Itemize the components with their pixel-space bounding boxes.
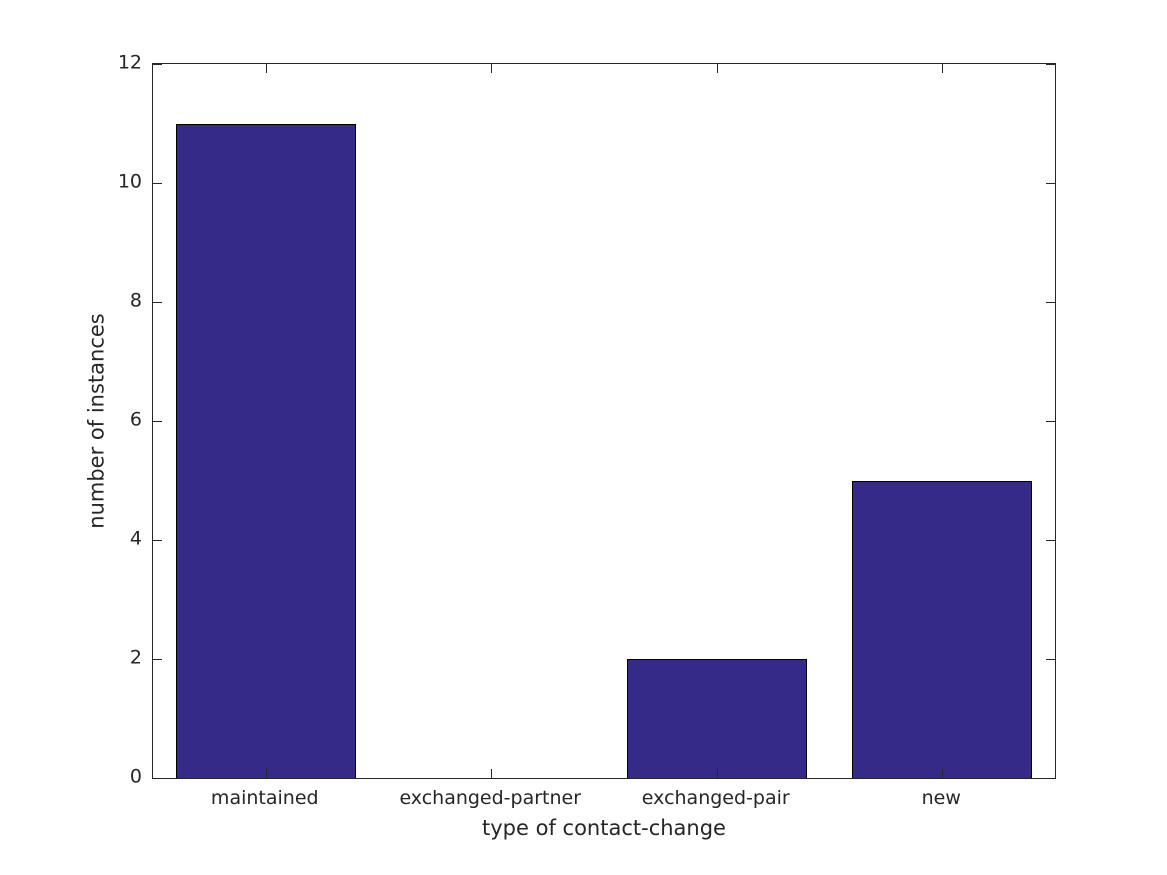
y-tick: [153, 64, 162, 65]
x-tick: [266, 64, 267, 73]
y-tick: [153, 421, 162, 422]
y-tick: [153, 659, 162, 660]
y-axis-label: number of instances: [84, 313, 109, 529]
y-tick: [153, 183, 162, 184]
y-tick-label: 8: [129, 289, 142, 312]
y-tick: [1046, 421, 1055, 422]
y-tick: [153, 302, 162, 303]
x-tick-label-maintained: maintained: [210, 787, 319, 809]
x-tick-label-new: new: [921, 787, 961, 809]
x-tick: [491, 64, 492, 73]
x-tick: [942, 769, 943, 778]
x-tick-label-exchanged-pair: exchanged-pair: [641, 787, 790, 809]
y-tick: [1046, 659, 1055, 660]
y-tick: [153, 778, 162, 779]
x-tick-label-exchanged-partner: exchanged-partner: [399, 787, 582, 809]
y-tick-label: 4: [129, 527, 142, 550]
x-tick: [942, 64, 943, 73]
bar-maintained: [175, 123, 356, 778]
plot-area: [152, 63, 1056, 779]
y-tick: [1046, 540, 1055, 541]
y-tick-label: 6: [129, 408, 142, 431]
y-tick: [153, 540, 162, 541]
y-tick: [1046, 778, 1055, 779]
bar-new: [852, 480, 1033, 778]
y-tick: [1046, 64, 1055, 65]
y-tick: [1046, 183, 1055, 184]
x-axis-label: type of contact-change: [482, 816, 726, 840]
y-tick-label: 10: [117, 170, 142, 193]
y-tick-label: 12: [117, 51, 142, 74]
x-tick: [717, 769, 718, 778]
y-tick-label: 0: [129, 765, 142, 788]
x-tick: [717, 64, 718, 73]
y-tick-label: 2: [129, 646, 142, 669]
y-tick: [1046, 302, 1055, 303]
x-tick: [491, 769, 492, 778]
x-tick: [266, 769, 267, 778]
bar-exchanged-pair: [626, 659, 807, 778]
